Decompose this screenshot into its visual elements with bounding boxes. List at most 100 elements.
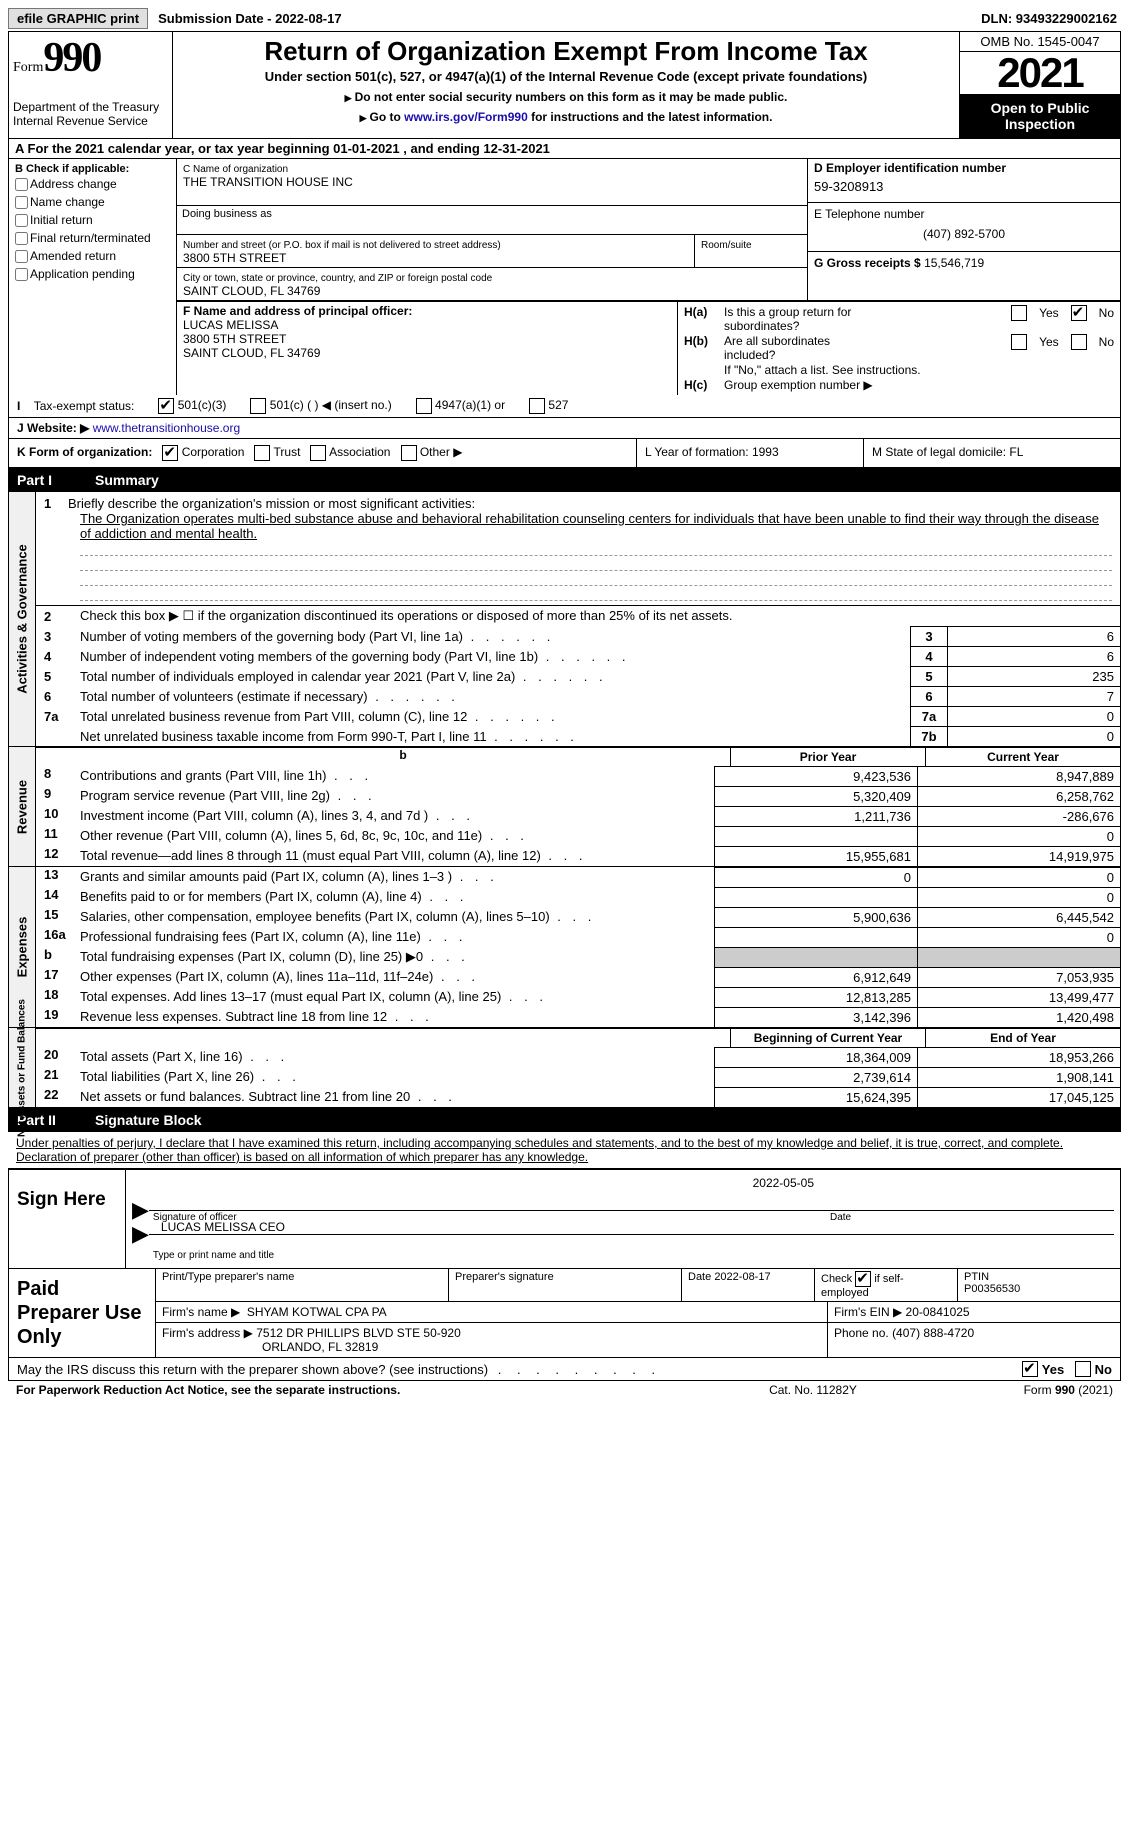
boy-header: Beginning of Current Year	[730, 1029, 925, 1047]
sig-name: LUCAS MELISSA CEO	[153, 1220, 285, 1234]
prior-year-value: 3,142,396	[714, 1007, 917, 1027]
efile-print-button[interactable]: efile GRAPHIC print	[8, 8, 148, 29]
vtab-revenue: Revenue	[15, 779, 30, 833]
line-text: Net unrelated business taxable income fr…	[80, 727, 910, 746]
corp-checkbox[interactable]	[162, 445, 178, 461]
current-year-value: 0	[917, 927, 1120, 947]
line-text: Number of voting members of the governin…	[80, 627, 910, 646]
discuss-question: May the IRS discuss this return with the…	[17, 1362, 488, 1377]
form-id-box: Form990 Department of the Treasury Inter…	[9, 32, 173, 138]
check-application-pending[interactable]	[15, 268, 28, 281]
check-final-return[interactable]	[15, 232, 28, 245]
4947-checkbox[interactable]	[416, 398, 432, 414]
current-year-value: 0	[917, 826, 1120, 846]
check-name-change[interactable]	[15, 196, 28, 209]
fin-line-text: Benefits paid to or for members (Part IX…	[80, 887, 714, 907]
hb-yes-checkbox[interactable]	[1011, 334, 1027, 350]
hc-label: Group exemption number ▶	[724, 378, 1114, 392]
street-value: 3800 5TH STREET	[183, 251, 286, 265]
submission-date-label: Submission Date - 2022-08-17	[152, 9, 348, 28]
prior-year-value	[714, 927, 917, 947]
line-value: 6	[947, 646, 1120, 666]
501c-checkbox[interactable]	[250, 398, 266, 414]
eoy-header: End of Year	[925, 1029, 1120, 1047]
trust-checkbox[interactable]	[254, 445, 270, 461]
org-name: THE TRANSITION HOUSE INC	[183, 175, 353, 189]
discuss-no-checkbox[interactable]	[1075, 1361, 1091, 1377]
501c3-checkbox[interactable]	[158, 398, 174, 414]
check-initial-return[interactable]	[15, 214, 28, 227]
current-year-value: 17,045,125	[917, 1087, 1120, 1107]
discuss-yes-checkbox[interactable]	[1022, 1361, 1038, 1377]
line2-checkbox-note: Check this box ▶ ☐ if the organization d…	[80, 606, 1120, 626]
fin-line-text: Program service revenue (Part VIII, line…	[80, 786, 714, 806]
telephone-label: E Telephone number	[814, 207, 925, 221]
firm-name: SHYAM KOTWAL CPA PA	[247, 1305, 387, 1319]
fin-line-text: Net assets or fund balances. Subtract li…	[80, 1087, 714, 1107]
city-value: SAINT CLOUD, FL 34769	[183, 284, 320, 298]
prior-year-value: 5,900,636	[714, 907, 917, 927]
fin-line-text: Total expenses. Add lines 13–17 (must eq…	[80, 987, 714, 1007]
form-number: 990	[43, 35, 100, 81]
sign-here-label: Sign Here	[9, 1170, 126, 1268]
form-org-label: K Form of organization:	[17, 445, 152, 459]
527-checkbox[interactable]	[529, 398, 545, 414]
line-value: 7	[947, 686, 1120, 706]
line1-question: Briefly describe the organization's miss…	[68, 496, 475, 511]
website-link[interactable]: www.thetransitionhouse.org	[93, 421, 240, 435]
firm-phone: (407) 888-4720	[892, 1326, 974, 1340]
sig-date: 2022-05-05	[132, 1176, 1114, 1190]
tax-year: 2021	[960, 52, 1120, 94]
ha-yes-checkbox[interactable]	[1011, 305, 1027, 321]
goto-post: for instructions and the latest informat…	[528, 110, 773, 124]
ha-no-checkbox[interactable]	[1071, 305, 1087, 321]
h-note: If "No," attach a list. See instructions…	[724, 363, 1114, 377]
line-value: 0	[947, 706, 1120, 726]
fin-line-text: Salaries, other compensation, employee b…	[80, 907, 714, 927]
gross-receipts-label: G Gross receipts $	[814, 256, 924, 270]
vtab-net-assets: Net Assets or Fund Balances	[17, 998, 28, 1136]
officer-name: LUCAS MELISSA	[183, 318, 278, 332]
line-text: Total number of volunteers (estimate if …	[80, 687, 910, 706]
current-year-value: 18,953,266	[917, 1047, 1120, 1067]
current-year-value: 7,053,935	[917, 967, 1120, 987]
prior-year-value: 15,624,395	[714, 1087, 917, 1107]
prior-year-value: 1,211,736	[714, 806, 917, 826]
fin-line-text: Other expenses (Part IX, column (A), lin…	[80, 967, 714, 987]
dba-label: Doing business as	[182, 208, 272, 220]
fin-line-text: Investment income (Part VIII, column (A)…	[80, 806, 714, 826]
check-amended-return[interactable]	[15, 250, 28, 263]
current-year-value: 0	[917, 887, 1120, 907]
fin-line-text: Revenue less expenses. Subtract line 18 …	[80, 1007, 714, 1027]
current-year-header: Current Year	[925, 748, 1120, 766]
signature-intro: Under penalties of perjury, I declare th…	[8, 1132, 1121, 1168]
vtab-expenses: Expenses	[15, 917, 30, 978]
website-label: J Website: ▶	[17, 421, 93, 435]
hb-no-checkbox[interactable]	[1071, 334, 1087, 350]
firm-ein: 20-0841025	[906, 1305, 970, 1319]
line-text: Number of independent voting members of …	[80, 647, 910, 666]
open-inspection-badge: Open to Public Inspection	[960, 94, 1120, 138]
form-word: Form	[13, 60, 43, 75]
prior-year-value	[714, 826, 917, 846]
assoc-checkbox[interactable]	[310, 445, 326, 461]
preparer-sig-label: Preparer's signature	[449, 1269, 682, 1301]
current-year-value: 14,919,975	[917, 846, 1120, 866]
fin-line-text: Total assets (Part X, line 16) . . .	[80, 1047, 714, 1067]
part-1-header: Part ISummary	[8, 468, 1121, 492]
other-checkbox[interactable]	[401, 445, 417, 461]
sig-typename-line: Type or print name and title	[153, 1250, 274, 1261]
ein-value: 59-3208913	[814, 179, 1114, 194]
instructions-link[interactable]: www.irs.gov/Form990	[404, 110, 528, 124]
prior-year-value: 0	[714, 867, 917, 887]
firm-addr1: 7512 DR PHILLIPS BLVD STE 50-920	[256, 1326, 461, 1340]
prior-year-value	[714, 947, 917, 967]
prior-year-header: Prior Year	[730, 748, 925, 766]
self-employed-checkbox[interactable]	[855, 1271, 871, 1287]
prior-year-value	[714, 887, 917, 907]
prior-year-value: 2,739,614	[714, 1067, 917, 1087]
year-formation: L Year of formation: 1993	[637, 439, 864, 467]
check-address-change[interactable]	[15, 178, 28, 191]
firm-addr2: ORLANDO, FL 32819	[262, 1340, 378, 1354]
current-year-value: 1,420,498	[917, 1007, 1120, 1027]
